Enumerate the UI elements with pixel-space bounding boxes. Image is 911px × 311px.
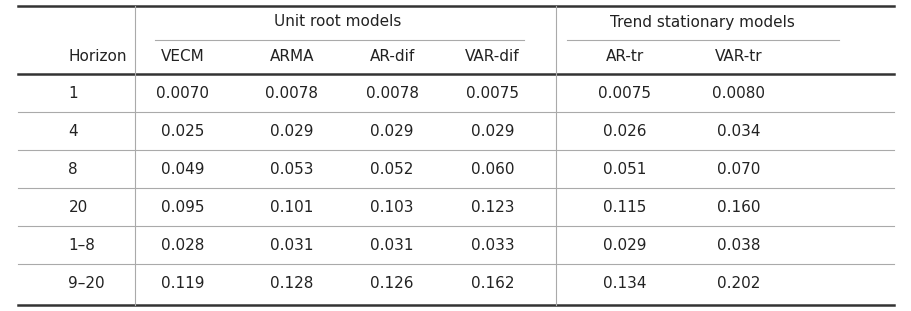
Text: 0.034: 0.034 xyxy=(716,123,760,138)
Text: 0.070: 0.070 xyxy=(716,161,760,177)
Text: 20: 20 xyxy=(68,199,87,215)
Text: 0.053: 0.053 xyxy=(270,161,313,177)
Text: 0.038: 0.038 xyxy=(716,238,760,253)
Text: 0.029: 0.029 xyxy=(270,123,313,138)
Text: ARMA: ARMA xyxy=(270,49,313,64)
Text: 0.134: 0.134 xyxy=(602,276,646,290)
Text: 0.0078: 0.0078 xyxy=(265,86,318,100)
Text: 1: 1 xyxy=(68,86,78,100)
Text: 0.033: 0.033 xyxy=(470,238,514,253)
Text: 0.202: 0.202 xyxy=(716,276,760,290)
Text: VAR-tr: VAR-tr xyxy=(714,49,762,64)
Text: 0.052: 0.052 xyxy=(370,161,414,177)
Text: 0.115: 0.115 xyxy=(602,199,646,215)
Text: AR-dif: AR-dif xyxy=(369,49,415,64)
Text: 0.031: 0.031 xyxy=(370,238,414,253)
Text: 0.0078: 0.0078 xyxy=(365,86,418,100)
Text: 0.0070: 0.0070 xyxy=(156,86,209,100)
Text: 0.095: 0.095 xyxy=(160,199,204,215)
Text: 0.162: 0.162 xyxy=(470,276,514,290)
Text: 4: 4 xyxy=(68,123,78,138)
Text: 1–8: 1–8 xyxy=(68,238,95,253)
Text: Unit root models: Unit root models xyxy=(273,15,401,30)
Text: 0.029: 0.029 xyxy=(602,238,646,253)
Text: 0.025: 0.025 xyxy=(160,123,204,138)
Text: 0.029: 0.029 xyxy=(470,123,514,138)
Text: 0.028: 0.028 xyxy=(160,238,204,253)
Text: VECM: VECM xyxy=(160,49,204,64)
Text: Horizon: Horizon xyxy=(68,49,127,64)
Text: 0.160: 0.160 xyxy=(716,199,760,215)
Text: 0.103: 0.103 xyxy=(370,199,414,215)
Text: 9–20: 9–20 xyxy=(68,276,105,290)
Text: 0.126: 0.126 xyxy=(370,276,414,290)
Text: 0.123: 0.123 xyxy=(470,199,514,215)
Text: 0.029: 0.029 xyxy=(370,123,414,138)
Text: 0.051: 0.051 xyxy=(602,161,646,177)
Text: 0.0080: 0.0080 xyxy=(711,86,764,100)
Text: Trend stationary models: Trend stationary models xyxy=(609,15,793,30)
Text: 0.026: 0.026 xyxy=(602,123,646,138)
Text: 0.128: 0.128 xyxy=(270,276,313,290)
Text: VAR-dif: VAR-dif xyxy=(465,49,519,64)
Text: 0.049: 0.049 xyxy=(160,161,204,177)
Text: 0.031: 0.031 xyxy=(270,238,313,253)
Text: 0.0075: 0.0075 xyxy=(598,86,650,100)
Text: 0.101: 0.101 xyxy=(270,199,313,215)
Text: 0.060: 0.060 xyxy=(470,161,514,177)
Text: 0.119: 0.119 xyxy=(160,276,204,290)
Text: 8: 8 xyxy=(68,161,78,177)
Text: AR-tr: AR-tr xyxy=(605,49,643,64)
Text: 0.0075: 0.0075 xyxy=(466,86,518,100)
